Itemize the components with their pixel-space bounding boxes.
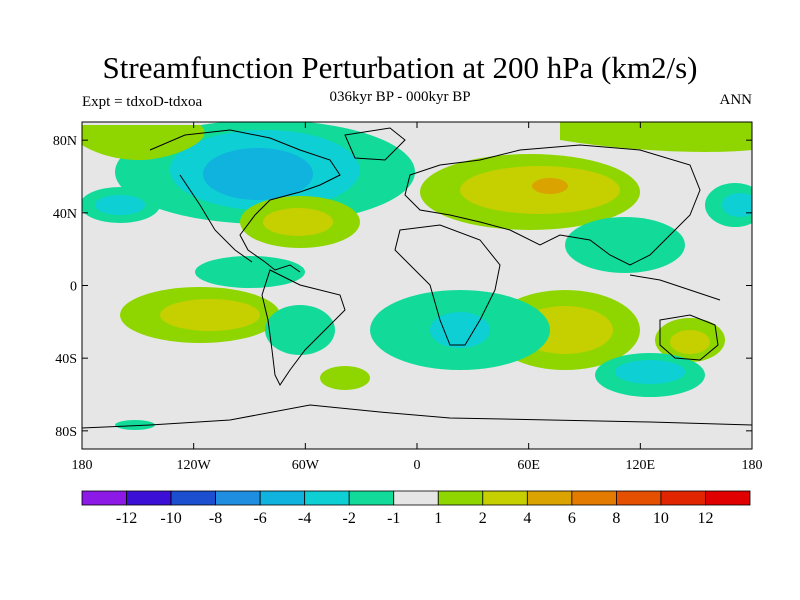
colorbar-label: 8 [612, 510, 620, 527]
lon-tick-label: 120E [626, 458, 656, 473]
contour-pos-south-atlantic [320, 366, 370, 390]
longitude-axis: 180 120W 60W 0 60E 120E 180 [72, 122, 763, 473]
contour-neg-south-america [265, 305, 335, 355]
coast-greenland [344, 127, 406, 161]
contour-neg-southern-indian-core [615, 360, 685, 384]
colorbar-label: 1 [434, 510, 442, 527]
colorbar-label: 2 [479, 510, 487, 527]
colorbar-swatch [304, 490, 350, 506]
lat-tick-label: 0 [70, 280, 77, 295]
contour-neg-south-africa-core [430, 312, 490, 348]
lat-tick-label: 80S [55, 425, 77, 440]
experiment-label: Expt = tdxoD-tdxoa [82, 94, 203, 110]
lon-tick-label: 120W [177, 458, 212, 473]
colorbar-label: -10 [160, 510, 181, 527]
coastlines [82, 127, 752, 429]
coast-south-america [261, 269, 346, 386]
lon-tick-label: 180 [72, 458, 93, 473]
lat-tick-label: 80N [53, 134, 77, 149]
coast-antarctica [82, 404, 752, 429]
colorbar-swatch [660, 490, 706, 506]
colorbar-label: -2 [343, 510, 356, 527]
colorbar-swatch [348, 490, 395, 506]
lat-tick-label: 40N [53, 207, 77, 222]
lon-tick-label: 60E [517, 458, 540, 473]
lon-tick-label: 180 [742, 458, 763, 473]
coast-africa [394, 224, 501, 346]
colorbar-swatch [81, 490, 127, 506]
contour-neg-south-pacific-polar [115, 420, 155, 430]
colorbar: -12 -10 -8 -6 -4 -2 -1 1 2 4 6 8 10 12 [81, 490, 751, 527]
colorbar-label: -6 [253, 510, 266, 527]
contour-neg-pacific-core [95, 195, 145, 215]
colorbar-swatch [170, 490, 216, 506]
coast-eurasia [404, 144, 701, 266]
lon-tick-label: 0 [414, 458, 421, 473]
coast-maritime-continent [629, 274, 721, 301]
colorbar-swatch [437, 490, 484, 506]
contour-neg-east-asia [565, 217, 685, 273]
contour-neg-tropical-america [195, 256, 305, 288]
colorbar-label: -8 [209, 510, 222, 527]
lat-tick-label: 40S [55, 352, 77, 367]
colorbar-label: 6 [568, 510, 576, 527]
coast-north-america-west [179, 174, 253, 263]
chart-subtitle: 036kyr BP - 000kyr BP [329, 89, 471, 105]
colorbar-label: 12 [697, 510, 713, 527]
colorbar-label: 4 [523, 510, 531, 527]
latitude-axis: 80N 40N 0 40S 80S [53, 134, 752, 440]
coast-australia [659, 314, 719, 361]
contour-neg-north-america-core [203, 148, 313, 200]
chart-title: Streamfunction Perturbation at 200 hPa (… [102, 50, 698, 85]
contour-pos-atlantic-inner [263, 208, 333, 236]
colorbar-label: 10 [653, 510, 669, 527]
contour-pos-south-pacific-inner [160, 299, 260, 331]
colorbar-swatch [705, 490, 751, 506]
colorbar-label: -4 [298, 510, 311, 527]
colorbar-swatch [526, 490, 573, 506]
colorbar-swatch [482, 490, 528, 506]
colorbar-swatch [259, 490, 306, 506]
contour-pos-australia-inner [670, 330, 710, 354]
colorbar-swatch [126, 490, 172, 506]
lon-tick-label: 60W [292, 458, 320, 473]
contour-pos-eurasia-core [532, 178, 568, 194]
season-label: ANN [719, 92, 753, 108]
contour-pos-arctic-west [82, 125, 205, 160]
colorbar-swatch [393, 490, 439, 506]
coast-north-america [149, 129, 341, 273]
contour-pos-arctic-east [560, 122, 752, 152]
colorbar-label: -1 [387, 510, 400, 527]
colorbar-swatch [616, 490, 662, 506]
contour-fields [82, 122, 752, 430]
colorbar-swatch [215, 490, 261, 506]
colorbar-swatch [571, 490, 617, 506]
colorbar-label: -12 [116, 510, 137, 527]
contour-neg-north-pacific-core [722, 193, 752, 217]
